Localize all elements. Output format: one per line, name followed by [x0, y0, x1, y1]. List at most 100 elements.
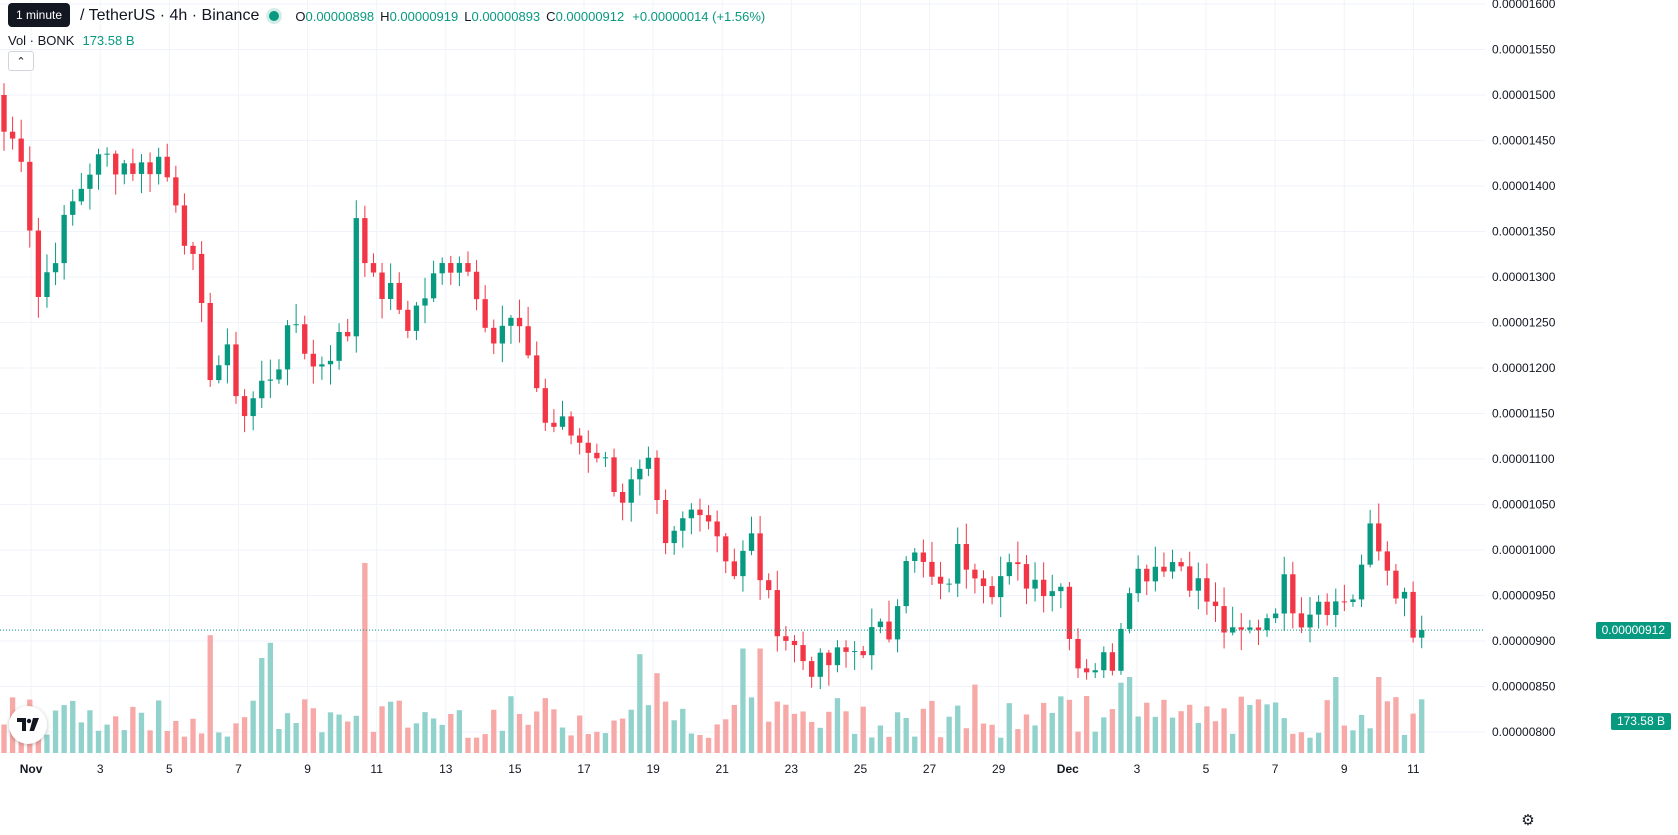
volume-bar: [1126, 677, 1133, 753]
volume-bar: [113, 716, 119, 753]
volume-bar: [259, 658, 265, 753]
candle-body: [826, 652, 832, 666]
volume-bar: [577, 715, 583, 753]
volume-label: Vol · BONK: [8, 32, 75, 48]
time-tick-label: 15: [508, 762, 522, 776]
candle-body: [963, 544, 969, 570]
candle-body: [224, 344, 231, 366]
volume-bars: [1, 563, 1425, 753]
time-tick-label: 19: [646, 762, 660, 776]
candle-body: [869, 627, 875, 656]
high-key: H: [380, 8, 390, 24]
candle-body: [1083, 668, 1090, 673]
volume-bar: [980, 723, 987, 753]
candle-body: [396, 282, 402, 310]
chevron-up-icon: ⌃: [16, 55, 26, 68]
candle-body: [1281, 574, 1287, 614]
volume-bar: [1324, 700, 1330, 753]
volume-bar: [473, 737, 480, 753]
volume-bar: [78, 722, 84, 753]
candle-body: [851, 651, 858, 653]
volume-bar: [766, 721, 772, 753]
candle-body: [336, 332, 342, 361]
candle-body: [250, 398, 256, 417]
gear-icon: ⚙: [1521, 812, 1535, 829]
volume-bar: [1092, 731, 1098, 753]
collapse-legend-button[interactable]: ⌃: [8, 51, 34, 71]
candle-body: [310, 353, 316, 367]
candle-body: [1221, 606, 1227, 633]
price-tick-label: 0.00001550: [1492, 43, 1556, 57]
symbol-title[interactable]: / TetherUS · 4h · Binance: [80, 7, 260, 24]
time-tick-label: 25: [854, 762, 868, 776]
price-tick-label: 0.00000800: [1492, 725, 1556, 739]
volume-bar: [276, 729, 282, 753]
candle-body: [903, 561, 909, 607]
volume-bar: [302, 699, 308, 753]
candle-body: [1066, 586, 1073, 639]
candle-body: [259, 380, 265, 399]
candle-body: [319, 364, 325, 367]
price-tick-label: 0.00001200: [1492, 361, 1556, 375]
candle-body: [198, 253, 205, 303]
candle-body: [362, 218, 368, 264]
volume-bar: [465, 737, 471, 753]
candle-body: [448, 263, 454, 273]
low-value: 0.00000893: [471, 8, 541, 24]
candle-body: [1238, 627, 1244, 630]
volume-bar: [619, 718, 626, 753]
volume-bar: [680, 708, 686, 753]
market-status-icon[interactable]: [269, 11, 280, 21]
candle-body: [877, 621, 884, 628]
volume-legend[interactable]: Vol · BONK 173.58 B: [8, 31, 135, 49]
volume-bar: [748, 697, 755, 753]
candle-body: [817, 652, 823, 677]
volume-bar: [422, 712, 428, 753]
volume-bar: [284, 713, 291, 753]
candle-body: [104, 153, 110, 155]
candle-body: [78, 188, 84, 202]
volume-bar: [688, 733, 695, 753]
volume-bar: [173, 720, 179, 753]
volume-bar: [1281, 718, 1287, 753]
candle-body: [276, 369, 282, 380]
candle-body: [27, 161, 33, 231]
volume-bar: [723, 719, 729, 753]
volume-bar: [998, 737, 1004, 753]
candle-body: [284, 325, 291, 370]
candle-body: [980, 578, 987, 587]
price-axis[interactable]: 0.00000800 0.00000850 0.00000900 0.00000950…: [1492, 0, 1556, 739]
candle-body: [1092, 670, 1098, 673]
volume-bar: [843, 711, 849, 753]
volume-bar: [1040, 702, 1047, 753]
candle-body: [757, 533, 763, 581]
volume-bar: [353, 715, 359, 753]
candle-body: [1401, 591, 1408, 599]
volume-bar: [611, 720, 617, 753]
candle-body: [834, 647, 841, 666]
candle-body: [1015, 562, 1021, 565]
volume-bar: [207, 635, 213, 753]
volume-bar: [903, 717, 909, 753]
candle-body: [267, 379, 274, 381]
candle-body: [680, 518, 686, 531]
candle-body: [731, 561, 737, 577]
candle-body: [456, 263, 463, 273]
candle-body: [525, 326, 531, 356]
volume-bar: [1341, 725, 1348, 753]
time-tick-label: 11: [1407, 762, 1420, 776]
price-tick-label: 0.00001500: [1492, 88, 1556, 102]
volume-bar: [1204, 706, 1210, 753]
time-axis[interactable]: Nov 3 5 7 9 11 13 15 17 19 21 23 25 27 29 Dec 3 5 7 9 11: [20, 762, 1420, 776]
volume-bar: [516, 713, 523, 753]
volume-bar: [1178, 711, 1184, 753]
volume-bar: [791, 713, 798, 753]
tradingview-logo-mark: [17, 718, 39, 731]
candle-body: [723, 536, 729, 562]
candle-body: [594, 452, 600, 459]
tradingview-logo-icon[interactable]: [9, 706, 47, 744]
chart-settings-button[interactable]: ⚙: [1518, 810, 1538, 830]
candle-body: [1144, 568, 1150, 582]
